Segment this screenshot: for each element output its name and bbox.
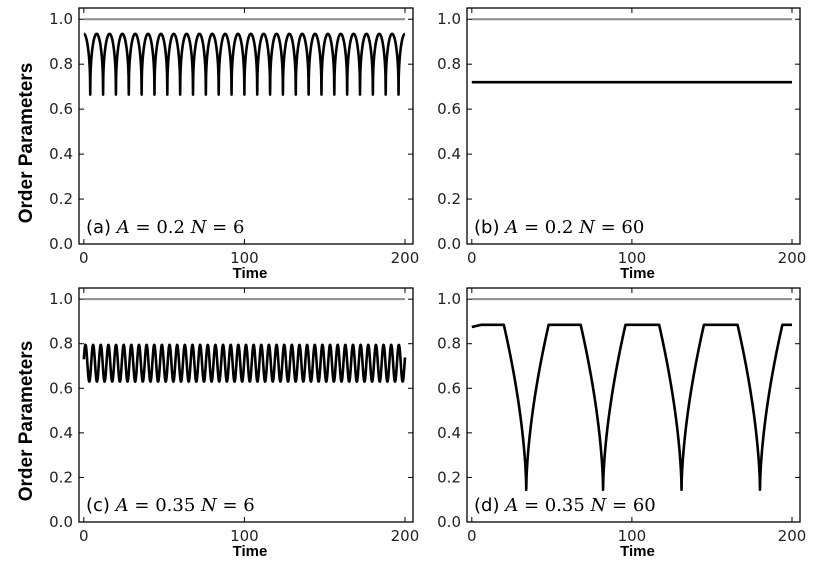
y-tick-label: 0.0 — [437, 513, 461, 531]
annotation-a-value: = 0.35 — [134, 495, 201, 516]
order-parameter-line — [82, 32, 407, 96]
y-tick-label: 0.0 — [437, 235, 461, 253]
annotation-n-symbol: N — [190, 217, 212, 238]
y-tick-label: 1.0 — [49, 290, 73, 308]
annotation-a-value: = 0.2 — [524, 217, 579, 238]
panel-label: (b) — [474, 217, 505, 238]
panel-label: (c) — [86, 495, 116, 516]
plot-frame — [466, 287, 801, 523]
y-tick-label: 0.2 — [437, 190, 461, 208]
x-tick-label: 100 — [618, 249, 647, 267]
annotation-a-value: = 0.2 — [136, 217, 191, 238]
panel-label: (a) — [86, 217, 117, 238]
panel-annotation: (a) A = 0.2 N = 6 — [86, 217, 244, 238]
annotation-a-symbol: A — [115, 217, 136, 238]
x-tick-label: 200 — [391, 249, 420, 267]
x-axis-title: Time — [620, 265, 655, 282]
annotation-n-value: = 60 — [601, 217, 645, 238]
annotation-n-symbol: N — [590, 495, 612, 516]
y-tick-label: 0.6 — [49, 379, 73, 397]
y-tick-label: 0.0 — [49, 513, 73, 531]
y-tick-label: 0.4 — [437, 145, 461, 163]
plot-frame — [466, 7, 801, 245]
y-tick-label: 0.4 — [437, 424, 461, 442]
x-tick-label: 200 — [778, 527, 807, 545]
x-tick-label: 200 — [778, 249, 807, 267]
y-axis-label-bottom: Order Parameters — [16, 341, 37, 502]
y-tick-label: 0.6 — [49, 100, 73, 118]
panel-annotation: (b) A = 0.2 N = 60 — [474, 217, 644, 238]
plot-frame — [78, 7, 414, 245]
x-tick-label: 0 — [467, 249, 477, 267]
x-tick-label: 0 — [467, 527, 477, 545]
y-tick-label: 0.2 — [49, 468, 73, 486]
panel-annotation: (d) A = 0.35 N = 60 — [474, 495, 656, 516]
x-tick-label: 100 — [230, 527, 259, 545]
panel-a: 0.0 0.2 0.4 0.6 0.8 1.0 0 100 200 Time (a) A = 0.2… — [49, 7, 420, 282]
x-tick-label: 200 — [391, 527, 420, 545]
x-tick-label: 0 — [79, 249, 89, 267]
panel-c: 0.0 0.2 0.4 0.6 0.8 1.0 0 100 200 Time (c) A = 0.3… — [49, 287, 420, 560]
y-tick-label: 0.8 — [437, 335, 461, 353]
order-parameter-line — [82, 343, 407, 383]
annotation-n-symbol: N — [200, 495, 222, 516]
order-parameter-line — [470, 323, 794, 491]
panel-label: (d) — [474, 495, 505, 516]
y-tick-label: 0.0 — [49, 235, 73, 253]
y-tick-label: 0.8 — [49, 55, 73, 73]
y-tick-label: 0.8 — [49, 335, 73, 353]
annotation-n-value: = 6 — [223, 495, 255, 516]
x-axis-title: Time — [620, 543, 655, 560]
y-tick-label: 0.2 — [49, 190, 73, 208]
panel-d: 0.0 0.2 0.4 0.6 0.8 1.0 0 100 200 Time (d) A = 0.3… — [437, 287, 807, 560]
x-tick-label: 0 — [79, 527, 89, 545]
panel-annotation: (c) A = 0.35 N = 6 — [86, 495, 255, 516]
y-tick-label: 0.2 — [437, 468, 461, 486]
y-tick-label: 1.0 — [437, 10, 461, 28]
y-tick-label: 0.6 — [437, 100, 461, 118]
x-tick-label: 100 — [618, 527, 647, 545]
y-tick-label: 0.6 — [437, 379, 461, 397]
x-axis-title: Time — [233, 265, 268, 282]
x-tick-label: 100 — [230, 249, 259, 267]
y-tick-label: 1.0 — [49, 10, 73, 28]
y-tick-label: 0.4 — [49, 145, 73, 163]
annotation-n-value: = 6 — [212, 217, 244, 238]
panel-b: 0.0 0.2 0.4 0.6 0.8 1.0 0 100 200 Time (b) A = 0.2… — [437, 7, 807, 282]
annotation-n-symbol: N — [578, 217, 600, 238]
annotation-a-symbol: A — [114, 495, 135, 516]
y-tick-label: 0.8 — [437, 55, 461, 73]
plot-frame — [78, 287, 414, 523]
y-tick-label: 1.0 — [437, 290, 461, 308]
y-axis-label-top: Order Parameters — [16, 63, 37, 224]
y-tick-label: 0.4 — [49, 424, 73, 442]
annotation-a-symbol: A — [503, 217, 524, 238]
x-axis-title: Time — [233, 543, 268, 560]
annotation-a-symbol: A — [503, 495, 524, 516]
annotation-a-value: = 0.35 — [524, 495, 591, 516]
annotation-n-value: = 60 — [612, 495, 656, 516]
